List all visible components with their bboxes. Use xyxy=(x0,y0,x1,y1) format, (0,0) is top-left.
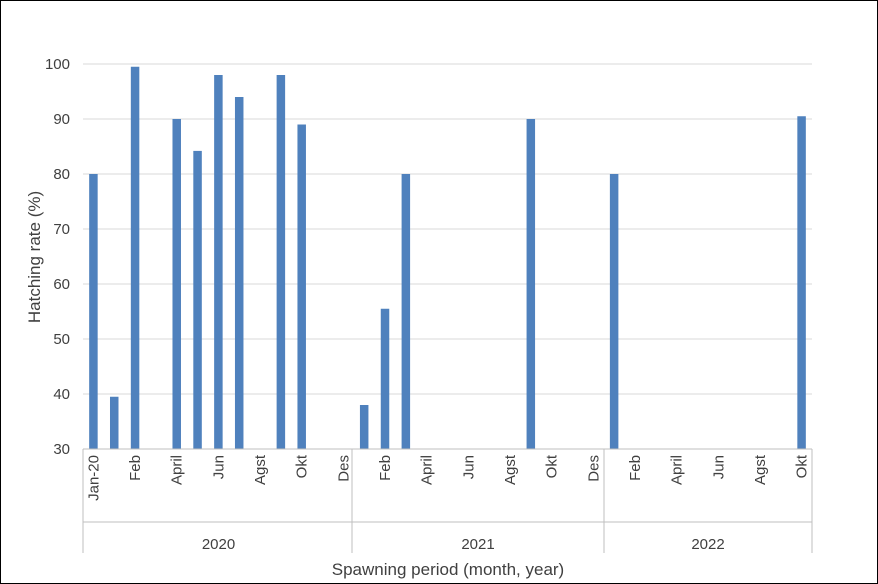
x-tick-label: Okt xyxy=(544,454,561,478)
bar xyxy=(214,75,223,449)
bar xyxy=(172,119,181,449)
x-tick-label: Des xyxy=(335,455,352,482)
y-tick-label: 50 xyxy=(53,331,70,348)
bar xyxy=(234,97,244,449)
y-tick-labels: 30 40 50 60 70 80 90 100 xyxy=(45,56,70,458)
bar xyxy=(380,308,390,449)
y-tick-label: 40 xyxy=(53,386,70,403)
x-tick-label: Feb xyxy=(377,455,394,481)
bar xyxy=(359,405,369,449)
bar xyxy=(526,119,536,449)
x-tick-label: Jun xyxy=(460,455,477,479)
bar xyxy=(130,66,140,449)
x-tick-label: Jun xyxy=(710,455,727,479)
y-tick-label: 70 xyxy=(53,221,70,238)
x-tick-label: Jan-20 xyxy=(85,455,102,501)
y-tick-label: 90 xyxy=(53,111,70,128)
year-group-label: 2020 xyxy=(202,536,235,553)
x-tick-label: Des xyxy=(585,455,602,482)
x-tick-label: April xyxy=(419,455,436,485)
year-group-label: 2021 xyxy=(461,536,494,553)
bar xyxy=(797,116,806,449)
bar xyxy=(109,396,119,449)
bar xyxy=(297,124,306,449)
x-axis-title: Spawning period (month, year) xyxy=(332,560,564,579)
y-axis-title: Hatching rate (%) xyxy=(25,191,44,323)
year-group-label: 2022 xyxy=(691,536,724,553)
bar xyxy=(609,174,619,449)
x-tick-label: Agst xyxy=(502,454,519,485)
x-tick-label: Jun xyxy=(210,455,227,479)
bar xyxy=(89,174,98,449)
x-tick-label: Okt xyxy=(294,454,311,478)
x-axis: Jan-20 Feb April Jun Agst Okt Des Feb April Jun Ag… xyxy=(82,448,813,553)
bars xyxy=(89,66,806,449)
x-tick-label: Feb xyxy=(127,455,144,481)
x-tick-label: April xyxy=(669,455,686,485)
y-tick-label: 60 xyxy=(53,276,70,293)
x-tick-label: Feb xyxy=(627,455,644,481)
x-tick-label: Agst xyxy=(252,454,269,485)
y-tick-label: 80 xyxy=(53,166,70,183)
y-tick-label: 30 xyxy=(53,441,70,458)
x-tick-label: Okt xyxy=(794,454,811,478)
bar xyxy=(401,174,411,449)
gridlines xyxy=(83,63,812,395)
bar xyxy=(276,75,286,449)
bar xyxy=(193,150,202,449)
y-tick-label: 100 xyxy=(45,56,70,73)
x-tick-label: Agst xyxy=(752,454,769,485)
x-tick-label: April xyxy=(169,455,186,485)
